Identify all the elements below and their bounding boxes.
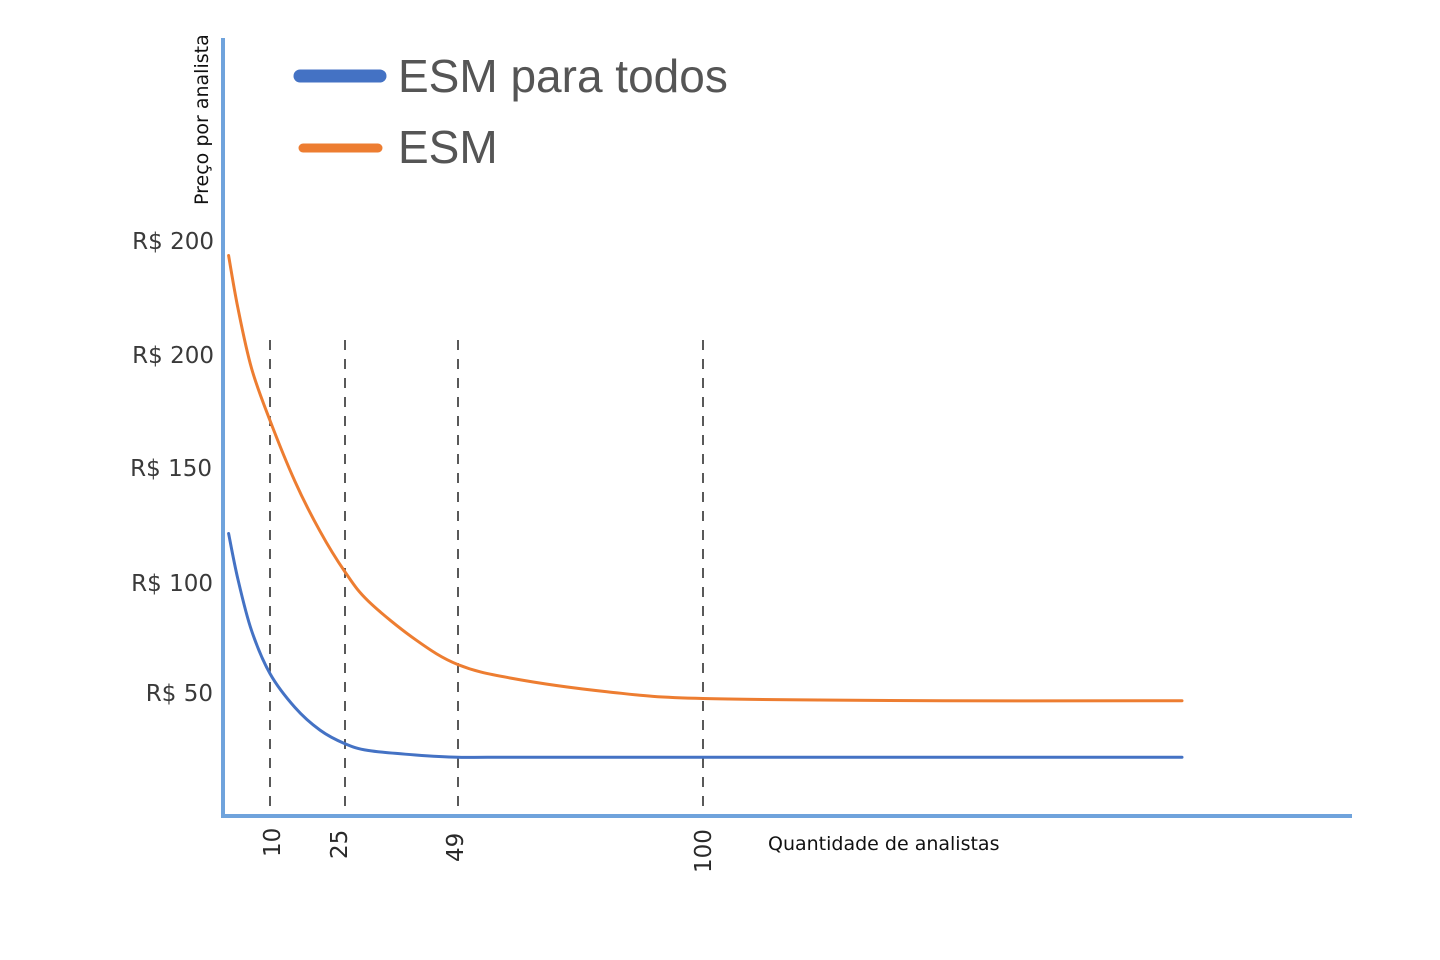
y-tick-label: R$ 100 xyxy=(131,571,213,597)
x-tick-label: 10 xyxy=(260,828,286,857)
y-tick-labels: R$ 200 R$ 200 R$ 150 R$ 100 R$ 50 xyxy=(130,229,214,707)
legend-label-esm-para-todos: ESM para todos xyxy=(398,50,728,102)
series-layer xyxy=(227,254,1184,759)
x-tick-label: 25 xyxy=(327,830,353,859)
x-tick-label: 49 xyxy=(443,833,469,862)
legend: ESM para todos ESM xyxy=(293,50,728,173)
y-tick-label: R$ 200 xyxy=(132,229,214,255)
y-tick-label: R$ 150 xyxy=(130,456,212,482)
y-tick-label: R$ 50 xyxy=(146,681,213,707)
series-line-esm-para-todos xyxy=(227,532,1184,759)
legend-label-esm: ESM xyxy=(398,121,498,173)
series-line-esm xyxy=(227,254,1184,703)
x-tick-label: 100 xyxy=(691,829,717,873)
y-axis-label: Preço por analista xyxy=(191,34,213,205)
x-axis-label: Quantidade de analistas xyxy=(768,833,999,855)
reference-lines xyxy=(269,340,704,816)
y-tick-label: R$ 200 xyxy=(132,343,214,369)
x-tick-labels: 10 25 49 100 xyxy=(260,828,717,873)
